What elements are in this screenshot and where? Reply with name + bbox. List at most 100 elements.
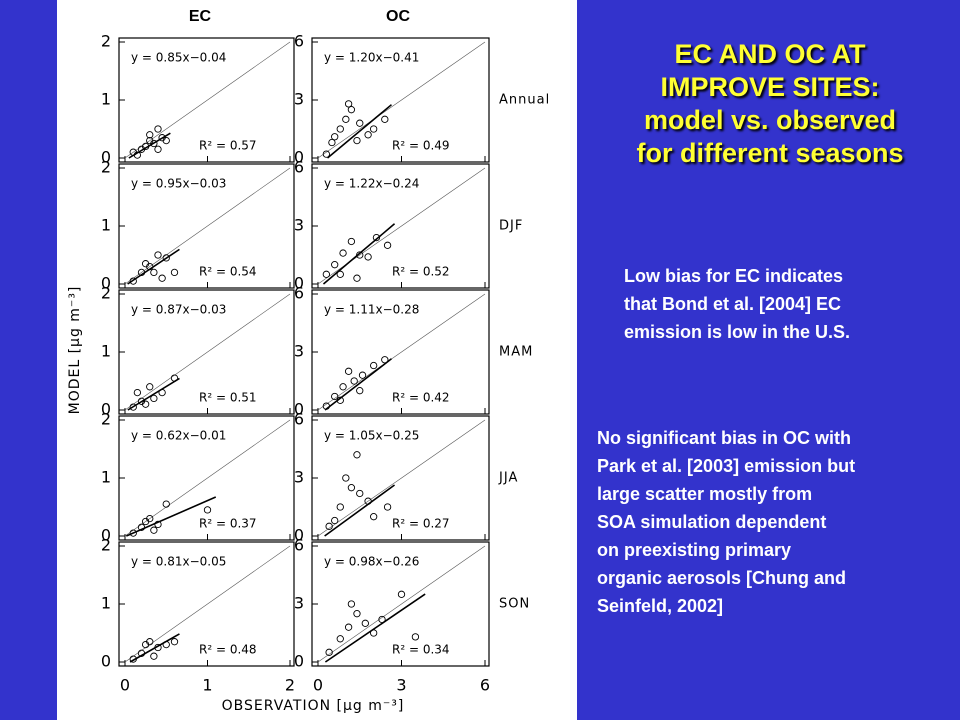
fit-line	[129, 633, 180, 663]
panel: 0 3 6 y = 1.20x−0.41 R² = 0.49	[294, 32, 490, 167]
point	[150, 394, 158, 403]
point	[364, 253, 372, 261]
x-tick-label: 0	[313, 676, 323, 695]
one-to-one-line	[317, 545, 486, 663]
fit-line	[324, 593, 426, 663]
point	[154, 251, 162, 259]
point	[133, 388, 142, 397]
fit-line	[128, 132, 171, 159]
fit-equation: y = 0.95x−0.03	[131, 177, 226, 191]
row-label: JJA	[498, 471, 518, 486]
panel: 0 3 6 y = 1.11x−0.28 R² = 0.42	[294, 284, 490, 419]
point	[358, 371, 367, 379]
fit-line	[324, 484, 396, 537]
point	[383, 503, 392, 511]
x-tick-label: 0	[120, 676, 130, 695]
point	[158, 274, 166, 282]
point	[336, 635, 344, 643]
fit-line	[127, 248, 180, 285]
point	[342, 474, 350, 482]
point	[344, 100, 353, 108]
point	[322, 150, 330, 158]
y-tick-label: 3	[294, 90, 304, 109]
point	[356, 489, 364, 498]
x-tick-label: 2	[285, 676, 295, 695]
point	[353, 274, 361, 282]
point	[370, 513, 378, 521]
point	[331, 133, 339, 141]
y-tick-label: 3	[294, 468, 304, 487]
point	[331, 392, 339, 401]
point	[150, 139, 158, 148]
note: Low bias for EC indicates that Bond et al…	[624, 262, 850, 346]
text-line: on preexisting primary	[597, 540, 792, 560]
y-tick-label: 2	[101, 410, 111, 429]
panel: 0 3 6 y = 1.22x−0.24 R² = 0.52	[294, 158, 490, 293]
y-tick-label: 0	[294, 400, 304, 419]
point	[347, 600, 356, 608]
fit-equation: y = 1.22x−0.24	[324, 177, 419, 191]
point	[347, 237, 356, 246]
fit-line	[326, 104, 392, 159]
text-line: Low bias for EC indicates	[624, 266, 844, 286]
text-line: SOA simulation dependent	[597, 512, 827, 532]
point	[146, 383, 154, 391]
point	[364, 131, 372, 139]
point	[342, 115, 350, 123]
fit-equation: y = 1.11x−0.28	[324, 303, 419, 317]
y-tick-label: 2	[101, 284, 111, 303]
point	[336, 503, 344, 511]
text-line: Seinfeld, 2002]	[597, 596, 724, 616]
point	[353, 610, 361, 618]
y-tick-label: 6	[294, 158, 304, 177]
r-squared: R² = 0.27	[392, 517, 450, 531]
point	[203, 506, 212, 514]
r-squared: R² = 0.42	[392, 391, 450, 405]
row-label: DJF	[499, 219, 523, 234]
point	[339, 249, 347, 257]
y-tick-label: 6	[294, 410, 304, 429]
slide-title: EC AND OC AT IMPROVE SITES: model vs. obse…	[590, 38, 950, 170]
point	[129, 529, 137, 537]
point	[162, 500, 170, 508]
fit-line	[324, 358, 392, 411]
y-tick-label: 6	[294, 284, 304, 303]
y-axis-label: MODEL [μg m⁻³]	[67, 286, 83, 415]
point	[331, 516, 339, 525]
point	[347, 106, 356, 114]
fit-equation: y = 1.05x−0.25	[324, 429, 419, 443]
point	[322, 270, 330, 278]
point	[361, 619, 369, 627]
y-tick-label: 1	[101, 594, 111, 613]
y-tick-label: 6	[294, 32, 304, 51]
r-squared: R² = 0.48	[199, 643, 257, 657]
point	[344, 623, 353, 631]
point	[154, 145, 162, 153]
text-line: Park et al. [2003] emission but	[597, 456, 856, 476]
r-squared: R² = 0.49	[392, 139, 450, 153]
fit-equation: y = 0.85x−0.04	[131, 51, 226, 65]
x-axis-label: OBSERVATION [μg m⁻³]	[222, 698, 405, 714]
point	[353, 136, 361, 145]
point	[154, 125, 162, 133]
point	[397, 590, 406, 598]
point	[383, 241, 392, 249]
fit-line	[127, 377, 180, 411]
point	[170, 638, 179, 646]
point	[325, 522, 333, 530]
point	[141, 260, 150, 268]
point	[336, 270, 344, 278]
text-line: model vs. observed	[643, 105, 897, 135]
point	[356, 387, 364, 395]
point	[411, 633, 420, 641]
row-label: SON	[499, 597, 530, 612]
r-squared: R² = 0.54	[199, 265, 257, 279]
y-tick-label: 3	[294, 216, 304, 235]
y-tick-label: 0	[101, 274, 111, 293]
panel: 0 3 6 y = 1.05x−0.25 R² = 0.27	[294, 410, 490, 545]
y-tick-label: 1	[101, 216, 111, 235]
panel: 0 3 6 0 3 6 y = 0.98x−0.26 R² = 0.34	[294, 536, 490, 695]
point	[129, 277, 137, 285]
fit-equation: y = 0.62x−0.01	[131, 429, 226, 443]
fit-line	[322, 223, 396, 285]
